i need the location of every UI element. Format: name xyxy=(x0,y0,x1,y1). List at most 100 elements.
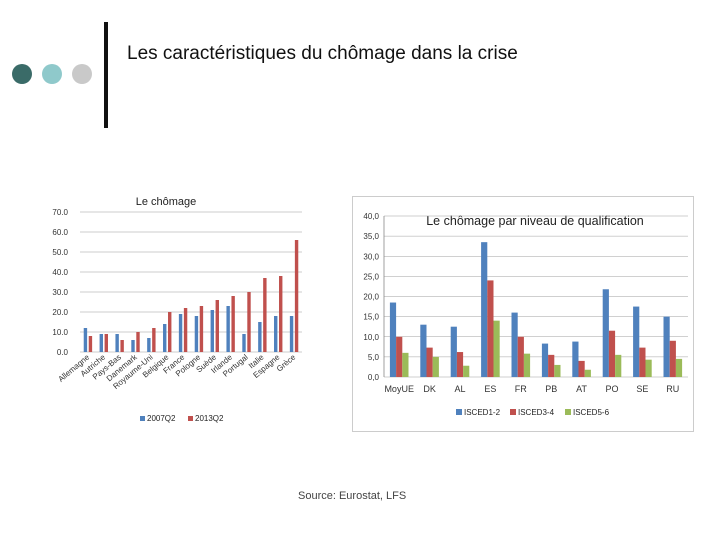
chart2-xtick: ES xyxy=(484,384,496,394)
chart1-legend-swatch xyxy=(188,416,193,421)
chart1-ytick: 20.0 xyxy=(52,308,68,317)
title-divider xyxy=(104,22,108,128)
chart2-bar-ISCED5-6 xyxy=(463,365,470,377)
chart1-bar-2013Q2 xyxy=(104,334,108,352)
chart2-bar-ISCED1-2 xyxy=(541,343,549,377)
chart1-ytick: 0.0 xyxy=(57,348,69,357)
chart2-ytick: 0,0 xyxy=(368,373,380,382)
chart1-bar-2013Q2 xyxy=(168,312,172,352)
chart2-bar-ISCED1-2 xyxy=(572,341,579,377)
chart1-bar-2013Q2 xyxy=(279,276,283,352)
chart1-bar-2013Q2 xyxy=(247,292,251,352)
chart1-bar-2013Q2 xyxy=(199,306,204,352)
chart2-legend-label: ISCED1-2 xyxy=(464,408,501,417)
chart1-xtick: Grèce xyxy=(275,352,298,373)
chart1-ytick: 30.0 xyxy=(52,288,68,297)
chart1-bar-2007Q2 xyxy=(163,324,167,352)
chart1-bar-2007Q2 xyxy=(258,322,262,352)
chart1-bar-2013Q2 xyxy=(88,336,93,352)
dot-grey xyxy=(72,64,92,84)
chart2-xtick: FR xyxy=(515,384,527,394)
chart2-ytick: 10,0 xyxy=(363,333,379,342)
chart2-xtick: AT xyxy=(576,384,587,394)
chart2-ytick: 25,0 xyxy=(363,272,379,281)
chart1-legend-label: 2013Q2 xyxy=(195,414,224,423)
dot-dark-teal xyxy=(12,64,32,84)
chart2-legend-label: ISCED3-4 xyxy=(518,408,555,417)
chart2-ytick: 40,0 xyxy=(363,212,379,221)
chart2-bar-ISCED3-4 xyxy=(669,340,676,377)
chart2-bar-ISCED5-6 xyxy=(402,352,409,377)
chart2-bar-ISCED3-4 xyxy=(396,336,403,377)
chart2-legend-swatch xyxy=(456,409,462,415)
chart2-bar-ISCED3-4 xyxy=(517,336,524,377)
chart1-bar-2007Q2 xyxy=(226,306,230,352)
chart2-ytick: 15,0 xyxy=(363,313,379,322)
chart2-xtick: PO xyxy=(605,384,618,394)
chart1-legend-label: 2007Q2 xyxy=(147,414,176,423)
chart2-bar-ISCED5-6 xyxy=(432,356,439,377)
chart2-title: Le chômage par niveau de qualification xyxy=(426,214,644,228)
chart2-xtick: PB xyxy=(545,384,557,394)
chart1-ytick: 70.0 xyxy=(52,208,68,217)
chart1-bar-2007Q2 xyxy=(83,328,88,352)
chart2-xtick: DK xyxy=(423,384,436,394)
chart1-title: Le chômage xyxy=(136,196,197,208)
chart1-bar-2007Q2 xyxy=(115,334,119,352)
chart2-bar-ISCED3-4 xyxy=(639,347,646,377)
chart1-bar-2007Q2 xyxy=(147,338,151,352)
chart2-bar-ISCED1-2 xyxy=(481,242,488,377)
chart2-ytick: 35,0 xyxy=(363,232,379,241)
chart1-bar-2007Q2 xyxy=(99,334,103,352)
chart2-bar-ISCED5-6 xyxy=(675,358,683,377)
chart1-bar-2013Q2 xyxy=(152,328,156,352)
chart1-bar-2007Q2 xyxy=(242,334,246,352)
chart2-bar-ISCED5-6 xyxy=(493,320,500,377)
chart2-bar-ISCED1-2 xyxy=(389,302,397,377)
chart2-bar-ISCED5-6 xyxy=(615,354,622,377)
chart2-bar-ISCED1-2 xyxy=(633,306,640,377)
chart1-bar-2007Q2 xyxy=(131,340,135,352)
chart1-bar-2007Q2 xyxy=(194,316,199,352)
chart2-bar-ISCED3-4 xyxy=(487,280,494,377)
chart2-legend-swatch xyxy=(565,409,571,415)
chart2-bar-ISCED3-4 xyxy=(578,360,585,377)
chart1-legend-swatch xyxy=(140,416,145,421)
chart2-bar-ISCED1-2 xyxy=(450,326,457,377)
chart2-bar-ISCED1-2 xyxy=(663,316,670,377)
chart2-bar-ISCED3-4 xyxy=(456,352,464,377)
chart2-xtick: RU xyxy=(666,384,679,394)
chart1-bar-2007Q2 xyxy=(274,316,278,352)
chart2-ytick: 5,0 xyxy=(368,353,380,362)
chart2-xtick: AL xyxy=(454,384,465,394)
chart1-bar-2013Q2 xyxy=(136,332,140,352)
chart2-xtick: SE xyxy=(636,384,648,394)
chart2-bar-ISCED1-2 xyxy=(420,324,427,377)
chart2-bar-ISCED5-6 xyxy=(523,353,531,377)
chart2-ytick: 20,0 xyxy=(363,293,379,302)
unemployment-chart: Le chômage 0.0 10.0 20.0 30.0 40.0 50.0 60.0 70.… xyxy=(52,196,302,423)
slide-title: Les caractéristiques du chômage dans la … xyxy=(127,43,518,64)
chart1-bar-2013Q2 xyxy=(231,296,235,352)
chart1-ytick: 60.0 xyxy=(52,228,68,237)
chart1-bar-2013Q2 xyxy=(215,300,219,352)
chart2-bar-ISCED5-6 xyxy=(584,369,591,377)
chart1-ytick: 50.0 xyxy=(52,248,68,257)
chart2-bar-ISCED3-4 xyxy=(426,347,433,377)
chart2-ytick: 30,0 xyxy=(363,252,379,261)
chart1-bar-2013Q2 xyxy=(183,308,188,352)
chart2-bar-ISCED1-2 xyxy=(511,312,518,377)
chart2-bar-ISCED1-2 xyxy=(602,289,609,377)
chart2-bar-ISCED5-6 xyxy=(645,359,652,377)
chart2-bar-ISCED5-6 xyxy=(554,364,561,377)
chart1-ytick: 40.0 xyxy=(52,268,68,277)
chart1-bar-2007Q2 xyxy=(289,316,294,352)
source-note: Source: Eurostat, LFS xyxy=(298,490,407,502)
chart1-bar-2013Q2 xyxy=(294,240,299,352)
chart2-legend-swatch xyxy=(510,409,516,415)
chart2-frame xyxy=(352,196,694,432)
chart2-bar-ISCED3-4 xyxy=(608,330,616,377)
chart1-bar-2013Q2 xyxy=(263,278,267,352)
chart1-ytick: 10.0 xyxy=(52,328,68,337)
chart1-bar-2007Q2 xyxy=(178,314,183,352)
